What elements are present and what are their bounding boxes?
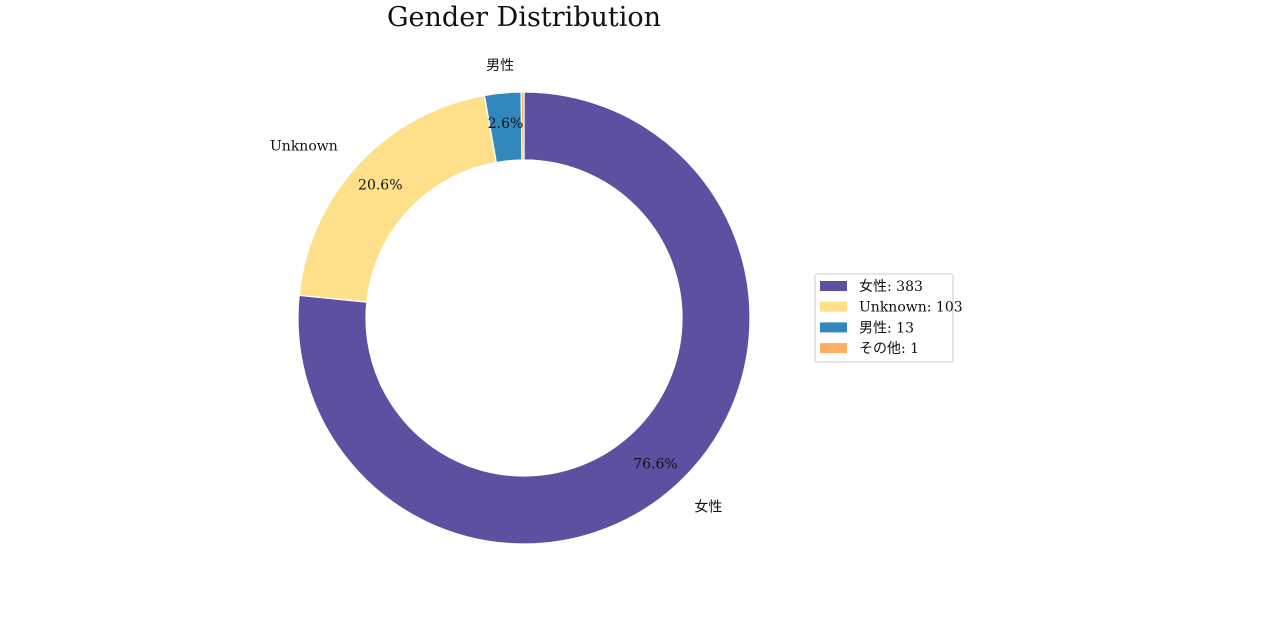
legend-frame bbox=[814, 273, 954, 363]
slices-group bbox=[297, 91, 751, 545]
legend-label-unknown: Unknown: 103 bbox=[859, 300, 963, 316]
legend-label-slice-3: 男性: 13 bbox=[859, 320, 914, 336]
legend-swatch-slice-3 bbox=[820, 322, 847, 333]
chart-title: Gender Distribution bbox=[387, 2, 661, 33]
slice-label-slice-3: 男性 bbox=[486, 58, 514, 74]
slice-unknown bbox=[298, 94, 498, 303]
labels-group: 女性 76.6% Unknown 20.6% 男性 2.6% bbox=[270, 58, 722, 515]
legend-label-slice-1: 女性: 383 bbox=[859, 278, 923, 295]
slice-slice-1 bbox=[297, 91, 751, 545]
slice-label-slice-1: 女性 bbox=[694, 498, 722, 515]
legend: 女性: 383 Unknown: 103 男性: 13 その他: 1 bbox=[814, 273, 963, 363]
percent-label-slice-1: 76.6% bbox=[633, 456, 677, 472]
legend-label-slice-4: その他: 1 bbox=[859, 341, 919, 357]
slice-label-unknown: Unknown bbox=[270, 138, 338, 154]
legend-swatch-slice-4 bbox=[820, 343, 847, 354]
slice-slice-4 bbox=[520, 91, 525, 161]
percent-label-slice-3: 2.6% bbox=[488, 116, 524, 132]
percent-label-unknown: 20.6% bbox=[358, 178, 402, 194]
legend-swatch-slice-1 bbox=[820, 281, 847, 291]
legend-swatch-unknown bbox=[820, 301, 847, 312]
